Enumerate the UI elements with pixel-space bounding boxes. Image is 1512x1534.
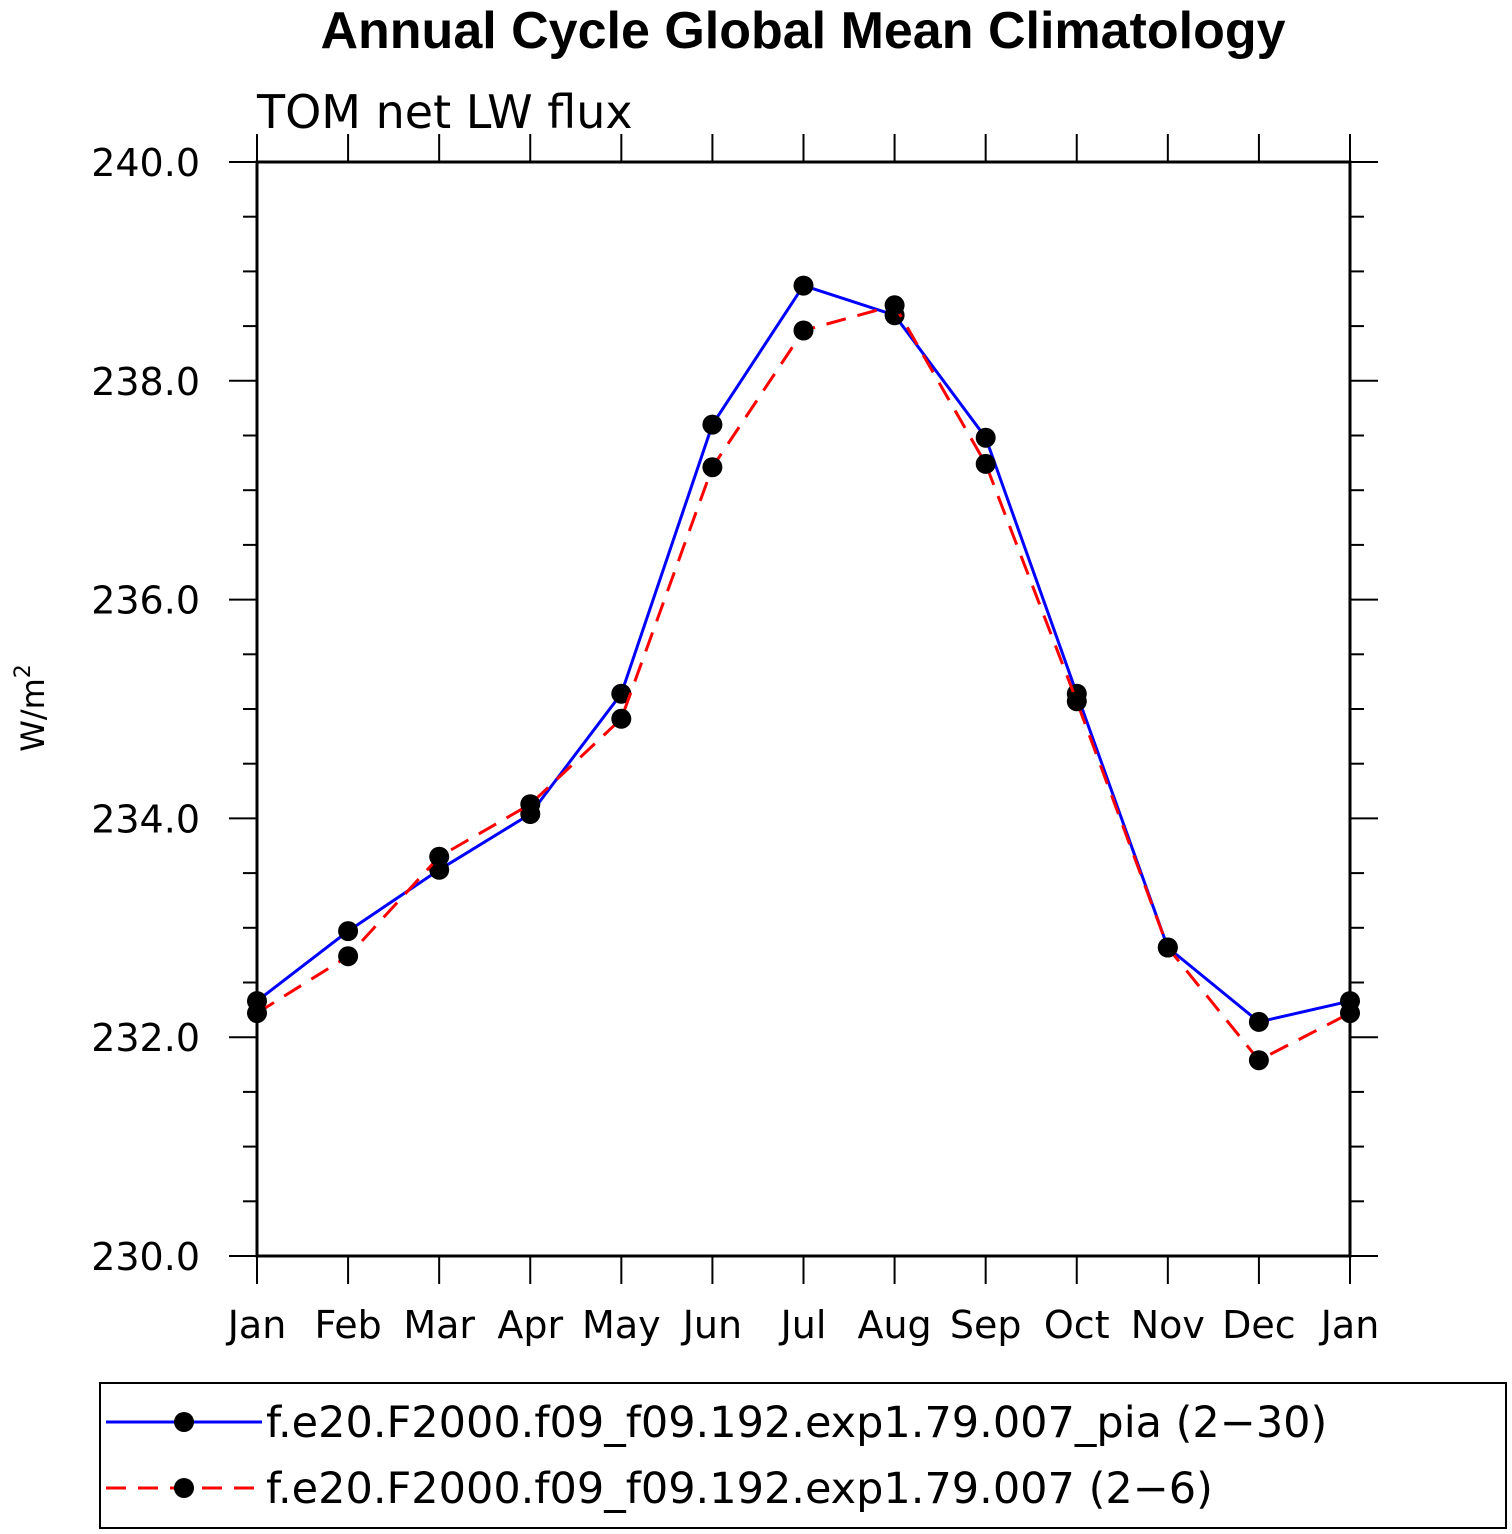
series-1-line <box>256 284 1351 1024</box>
series-2-point <box>884 295 905 316</box>
series-2-point <box>429 846 450 867</box>
series-1-point <box>793 275 814 296</box>
y-axis-label-text: W/m <box>14 678 52 752</box>
y-tick-label: 236.0 <box>91 579 200 623</box>
x-tick-label: Mar <box>403 1303 475 1347</box>
series-1-point <box>338 921 359 942</box>
x-tick-label: May <box>582 1303 661 1347</box>
series-1-point <box>702 414 723 435</box>
y-tick-label: 234.0 <box>91 797 200 841</box>
series-2-point <box>702 457 723 478</box>
x-tick-label: Jun <box>681 1303 742 1347</box>
series-2-point <box>1248 1050 1269 1071</box>
x-tick-label: Jan <box>1319 1303 1380 1347</box>
x-tick-label: Nov <box>1131 1303 1205 1347</box>
series-2-point <box>611 708 632 729</box>
x-tick-label: Dec <box>1222 1303 1296 1347</box>
y-axis-label-superscript: 2 <box>11 664 36 678</box>
x-tick-labels: Jan Feb Mar Apr May Jun Jul Aug Sep Oct Nov Dec Jan <box>226 1303 1380 1347</box>
chart-title: Annual Cycle Global Mean Climatology <box>320 2 1285 60</box>
chart-subtitle: TOM net LW flux <box>256 85 633 139</box>
x-tick-label: Aug <box>857 1303 931 1347</box>
series-layer <box>247 275 1360 1071</box>
legend-label-series-1: f.e20.F2000.f09_f09.192.exp1.79.007_pia … <box>266 1398 1327 1448</box>
series-1-point <box>1248 1011 1269 1032</box>
x-tick-label: Jan <box>226 1303 287 1347</box>
series-2-point <box>520 794 541 815</box>
legend-marker-series-1 <box>174 1412 194 1432</box>
series-1-point <box>975 427 996 448</box>
series-2-line <box>256 303 1351 1062</box>
axis-ticks <box>229 134 1378 1284</box>
series-2-point <box>1066 691 1087 712</box>
series-2-point <box>793 320 814 341</box>
y-tick-label: 230.0 <box>91 1235 200 1279</box>
legend-marker-series-2 <box>174 1478 194 1498</box>
legend-label-series-2: f.e20.F2000.f09_f09.192.exp1.79.007 (2−6… <box>266 1464 1213 1514</box>
y-tick-labels: 230.0 232.0 234.0 236.0 238.0 240.0 <box>91 141 200 1279</box>
series-2-point <box>338 946 359 967</box>
x-tick-label: Oct <box>1044 1303 1110 1347</box>
x-tick-label: Apr <box>497 1303 563 1347</box>
y-tick-label: 232.0 <box>91 1016 200 1060</box>
x-tick-label: Jul <box>779 1303 827 1347</box>
y-axis-label: W/m2 <box>11 664 52 752</box>
x-tick-label: Feb <box>314 1303 381 1347</box>
legend: f.e20.F2000.f09_f09.192.exp1.79.007_pia … <box>99 1382 1507 1529</box>
series-2 <box>247 295 1360 1071</box>
plot-frame <box>255 160 1352 1258</box>
series-1 <box>247 275 1360 1032</box>
x-tick-label: Sep <box>950 1303 1022 1347</box>
y-tick-label: 240.0 <box>91 141 200 185</box>
series-2-point <box>975 453 996 474</box>
series-2-point <box>1157 937 1178 958</box>
series-1-point <box>611 683 632 704</box>
legend-box <box>99 1382 1507 1529</box>
y-tick-label: 238.0 <box>91 360 200 404</box>
